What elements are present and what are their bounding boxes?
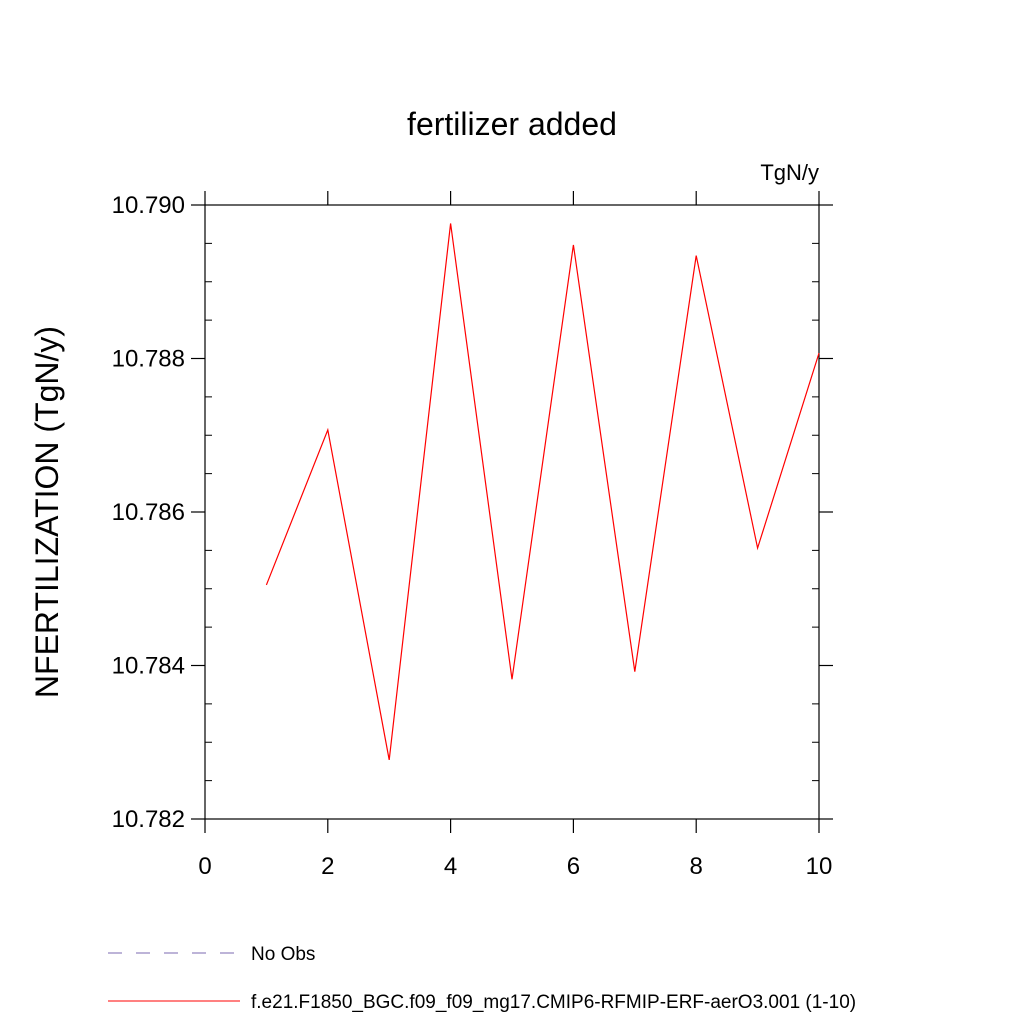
x-tick-label: 6: [567, 853, 580, 880]
y-tick-label: 10.790: [112, 192, 185, 219]
x-tick-label: 10: [806, 853, 833, 880]
legend-label: No Obs: [251, 944, 315, 965]
x-tick-label: 0: [198, 853, 211, 880]
y-axis-label: NFERTILIZATION (TgN/y): [29, 326, 65, 698]
plot-frame: [204, 204, 820, 820]
y-tick-label: 10.784: [112, 653, 185, 680]
plot-area: 0 2 4 6 8 10 10.782 10.784 10.786 10.788 10.790: [112, 191, 833, 880]
legend: No Obs f.e21.F1850_BGC.f09_f09_mg17.CMIP6…: [108, 944, 856, 1013]
chart-title: fertilizer added: [407, 106, 617, 142]
series-line: [265, 223, 820, 761]
units-label: TgN/y: [760, 160, 819, 185]
x-tick-label: 8: [690, 853, 703, 880]
legend-label: f.e21.F1850_BGC.f09_f09_mg17.CMIP6-RFMIP…: [251, 992, 856, 1013]
x-tick-label: 4: [444, 853, 457, 880]
y-tick-label: 10.788: [112, 346, 185, 373]
y-tick-label: 10.786: [112, 499, 185, 526]
y-tick-label: 10.782: [112, 806, 185, 833]
x-tick-label: 2: [321, 853, 334, 880]
